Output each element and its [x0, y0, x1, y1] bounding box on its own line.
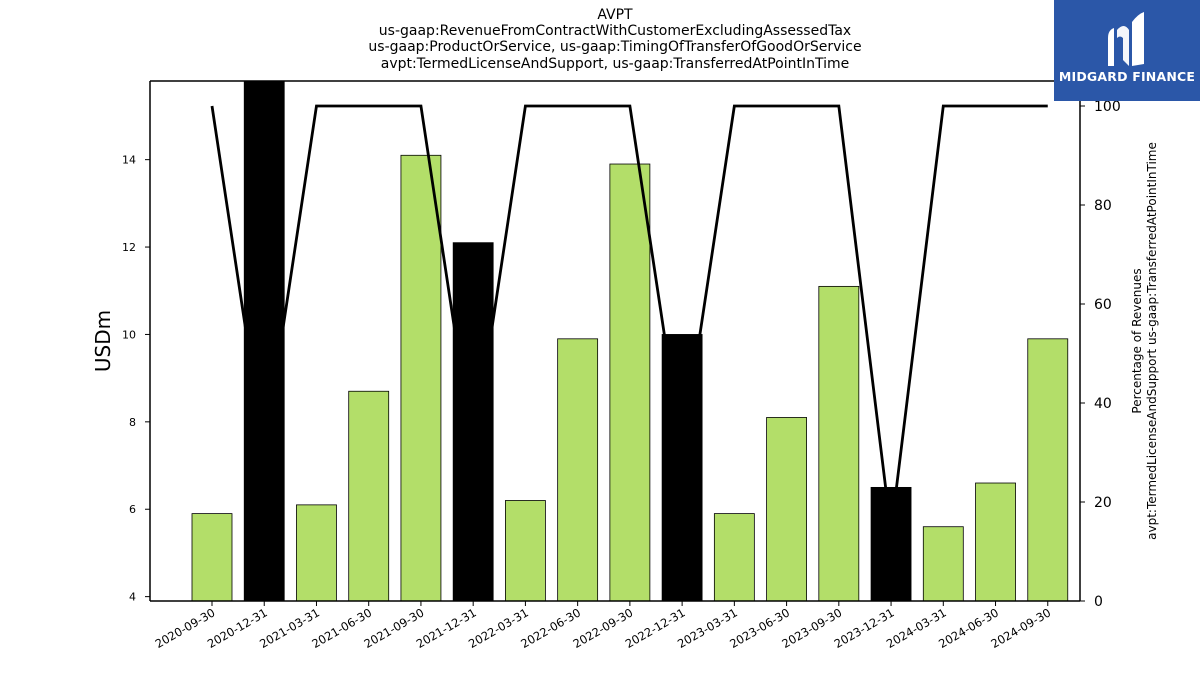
bar-2021-03-31 [296, 504, 337, 601]
bar-2023-06-30 [766, 417, 807, 601]
y-tick-label-10: 10 [122, 328, 136, 341]
y2-axis-label-line-2: avpt:TermedLicenseAndSupport us-gaap:Tra… [1145, 142, 1159, 540]
logo-mark-icon [1108, 12, 1144, 66]
chart-title-line-3: us-gaap:ProductOrService, us-gaap:Timing… [368, 39, 862, 55]
logo-text: MIDGARD FINANCE [1058, 69, 1196, 84]
bar-2023-03-31 [713, 513, 755, 601]
chart-title-line-4: avpt:TermedLicenseAndSupport, us-gaap:Tr… [380, 56, 850, 72]
chart-title-line-2: us-gaap:RevenueFromContractWithCustomerE… [378, 23, 852, 39]
y2-tick-label-20: 20 [1094, 495, 1112, 511]
bar-2024-03-31 [922, 526, 964, 601]
y2-tick-label-60: 60 [1094, 297, 1112, 313]
y-axis-label: USDm [91, 310, 115, 372]
y-tick-label-4: 4 [129, 591, 136, 604]
bar-2023-12-31 [870, 486, 912, 601]
bar-2024-06-30 [975, 482, 1016, 601]
bar-2020-09-30 [191, 513, 233, 601]
bar-2022-03-31 [505, 500, 546, 601]
y2-tick-label-0: 0 [1094, 594, 1103, 610]
bar-2021-12-31 [452, 242, 494, 601]
percentage-line [210, 104, 1048, 532]
bar-2023-09-30 [818, 285, 860, 601]
bar-2021-06-30 [348, 390, 390, 601]
midgard-finance-logo: MIDGARD FINANCE [1054, 0, 1200, 101]
y-tick-label-14: 14 [122, 154, 136, 167]
y2-tick-label-40: 40 [1094, 396, 1112, 412]
bar-2022-09-30 [609, 163, 651, 601]
y-tick-label-12: 12 [122, 241, 136, 254]
bar-2022-06-30 [557, 338, 599, 601]
bar-2021-09-30 [400, 154, 442, 601]
y2-tick-label-80: 80 [1094, 198, 1112, 214]
x-tick-label-2024-09-30: 2024-09-30 [988, 605, 1053, 651]
chart-title-line-1: AVPT [597, 7, 633, 23]
y2-tick-label-100: 100 [1094, 99, 1121, 115]
y2-axis-label-line-1: Percentage of Revenues [1130, 268, 1144, 413]
y-tick-label-6: 6 [129, 503, 136, 516]
y-tick-label-8: 8 [129, 416, 136, 429]
bar-2024-09-30 [1027, 338, 1069, 601]
bar-2020-12-31 [243, 81, 285, 601]
bar-2022-12-31 [661, 334, 703, 601]
